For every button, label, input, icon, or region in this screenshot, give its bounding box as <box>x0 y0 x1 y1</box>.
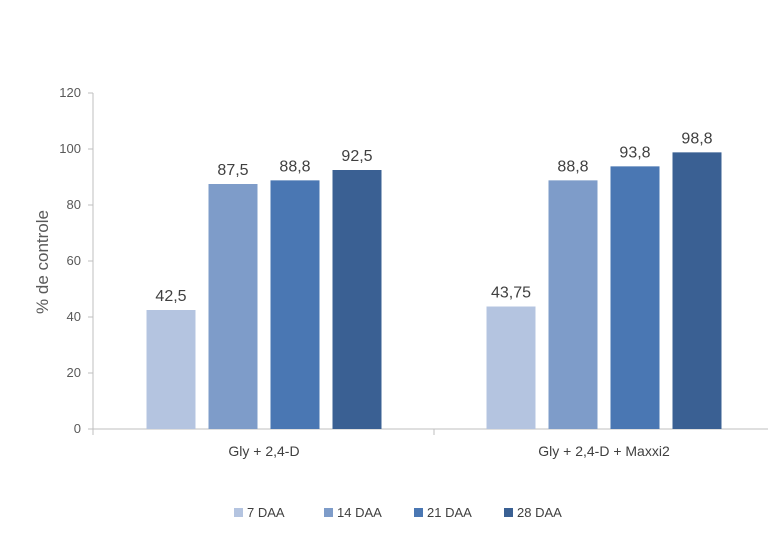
data-label: 88,8 <box>557 158 588 175</box>
y-tick-label: 100 <box>59 141 81 156</box>
bar <box>672 152 722 430</box>
bar <box>332 170 382 429</box>
bar <box>610 166 660 430</box>
data-label: 92,5 <box>341 148 372 165</box>
bar <box>208 184 258 429</box>
legend-label: 14 DAA <box>337 505 382 520</box>
y-tick-label: 40 <box>67 309 81 324</box>
data-label: 42,5 <box>155 288 186 305</box>
bar <box>486 306 536 429</box>
legend: 7 DAA 14 DAA 21 DAA 28 DAA <box>234 505 562 520</box>
axes: 0 20 40 60 80 100 120 <box>59 85 768 436</box>
y-tick-label: 0 <box>74 421 81 436</box>
y-tick-label: 80 <box>67 197 81 212</box>
legend-label: 7 DAA <box>247 505 285 520</box>
data-label: 88,8 <box>279 158 310 175</box>
bar <box>548 180 598 429</box>
legend-swatch <box>324 508 333 517</box>
legend-swatch <box>504 508 513 517</box>
legend-swatch <box>414 508 423 517</box>
x-tick-label: Gly + 2,4-D <box>228 443 299 459</box>
bar <box>270 180 320 429</box>
legend-label: 21 DAA <box>427 505 472 520</box>
legend-swatch <box>234 508 243 517</box>
y-tick-label: 120 <box>59 85 81 100</box>
bar <box>146 310 196 429</box>
legend-label: 28 DAA <box>517 505 562 520</box>
bars: 42,5 87,5 88,8 92,5 Gly + 2,4-D 43,75 88,8 93,8… <box>146 130 722 459</box>
data-label: 43,75 <box>491 285 531 302</box>
y-tick-label: 60 <box>67 253 81 268</box>
data-label: 87,5 <box>217 162 248 179</box>
y-axis-label: % de controle <box>33 210 52 314</box>
data-label: 98,8 <box>681 130 712 147</box>
data-label: 93,8 <box>619 144 650 161</box>
y-tick-label: 20 <box>67 365 81 380</box>
x-tick-label: Gly + 2,4-D + Maxxi2 <box>538 443 670 459</box>
